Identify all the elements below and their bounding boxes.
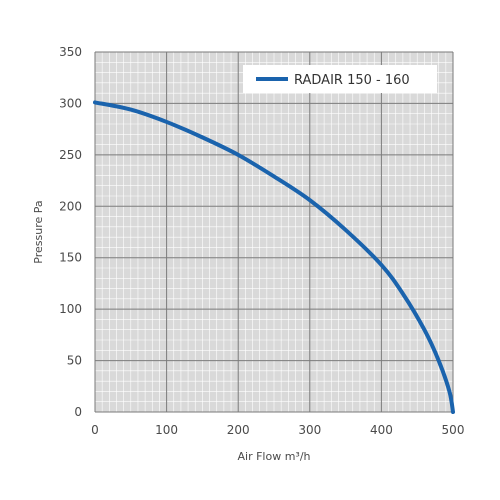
y-tick-label: 300 (59, 96, 82, 110)
y-tick-label: 200 (59, 199, 82, 213)
series-layer (93, 100, 455, 414)
major-grid (94, 51, 454, 413)
x-tick-label: 0 (91, 423, 99, 437)
y-axis-ticks: 0 50 100 150 200 250 300 350 (59, 45, 82, 419)
x-axis-ticks: 0 100 200 300 400 500 (91, 423, 464, 437)
y-tick-label: 100 (59, 302, 82, 316)
x-tick-label: 300 (298, 423, 321, 437)
x-axis-title: Air Flow m³/h (237, 450, 310, 463)
legend-label: RADAIR 150 - 160 (294, 73, 410, 88)
y-axis-title: Pressure Pa (32, 200, 45, 263)
y-tick-label: 50 (67, 354, 82, 368)
x-tick-label: 500 (442, 423, 465, 437)
x-tick-label: 400 (370, 423, 393, 437)
y-tick-label: 350 (59, 45, 82, 59)
x-tick-label: 100 (155, 423, 178, 437)
y-tick-label: 0 (74, 405, 82, 419)
series-line (93, 100, 455, 414)
legend: RADAIR 150 - 160 (243, 65, 437, 93)
y-tick-label: 150 (59, 251, 82, 265)
x-tick-label: 200 (227, 423, 250, 437)
y-tick-label: 250 (59, 148, 82, 162)
